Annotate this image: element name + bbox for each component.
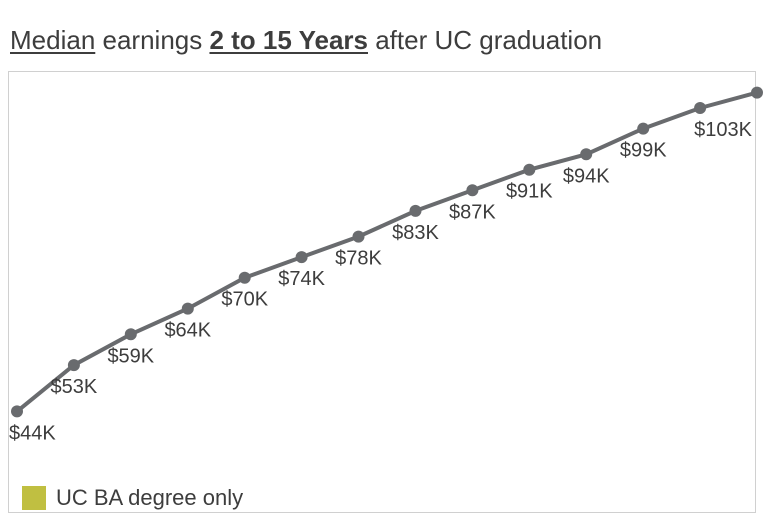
data-point xyxy=(296,252,308,264)
data-point xyxy=(239,272,251,284)
data-point xyxy=(694,102,706,114)
data-point xyxy=(523,164,535,176)
data-point xyxy=(637,123,649,135)
earnings-labels: $44K $53K $59K $64K $70K $74K $78K $83K $87K $91K… xyxy=(9,119,753,444)
data-point xyxy=(410,205,422,217)
data-label: $83K xyxy=(392,222,439,244)
line-chart-svg: $44K $53K $59K $64K $70K $74K $78K $83K $87K $91K… xyxy=(9,72,757,514)
chart-frame: $44K $53K $59K $64K $70K $74K $78K $83K $87K $91K… xyxy=(8,71,756,513)
data-label: $99K xyxy=(620,140,667,162)
data-point xyxy=(353,231,365,243)
legend-swatch xyxy=(22,486,46,510)
data-point xyxy=(580,149,592,161)
data-label: $44K xyxy=(9,423,56,445)
data-point xyxy=(11,406,23,418)
earnings-markers xyxy=(11,87,763,418)
legend-label: UC BA degree only xyxy=(56,485,243,511)
data-point xyxy=(125,329,137,341)
data-label: $87K xyxy=(449,202,496,224)
data-point xyxy=(182,303,194,315)
data-label: $78K xyxy=(335,248,382,270)
data-label: $74K xyxy=(278,269,325,291)
chart-title: Median earnings 2 to 15 Years after UC g… xyxy=(0,17,764,66)
legend: UC BA degree only xyxy=(22,485,243,511)
data-label: $70K xyxy=(221,289,268,311)
data-point xyxy=(751,87,763,99)
data-label: $64K xyxy=(164,320,211,342)
data-label: $103K xyxy=(694,119,752,141)
data-label: $59K xyxy=(107,346,154,368)
data-point xyxy=(68,360,80,372)
data-label: $91K xyxy=(506,181,553,203)
data-label: $94K xyxy=(563,166,610,188)
data-label: $53K xyxy=(51,377,98,399)
data-point xyxy=(466,185,478,197)
